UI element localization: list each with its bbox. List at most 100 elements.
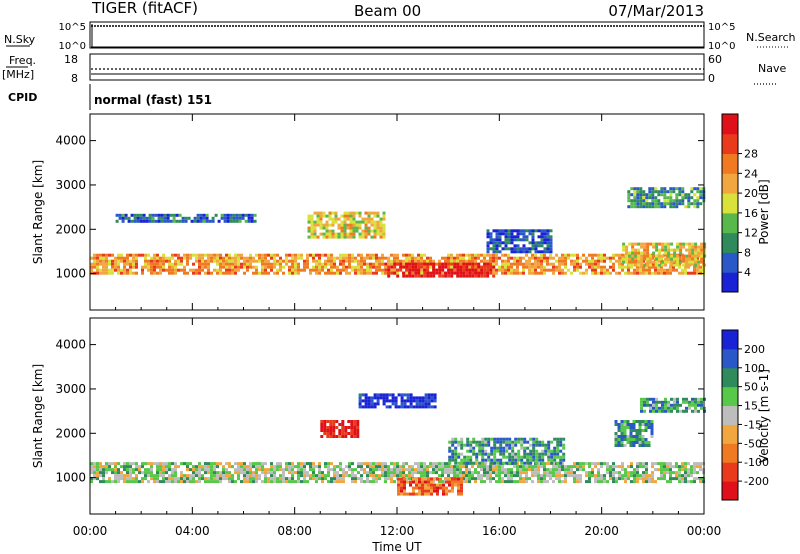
heatmap-cell	[396, 462, 399, 466]
heatmap-cell	[546, 259, 549, 263]
heatmap-cell	[519, 259, 522, 263]
heatmap-cell	[237, 259, 240, 263]
heatmap-cell	[376, 223, 380, 227]
heatmap-cell	[168, 477, 171, 481]
heatmap-cell	[627, 193, 631, 197]
heatmap-cell	[240, 262, 243, 266]
heatmap-cell	[198, 271, 201, 275]
heatmap-cell	[468, 468, 471, 472]
heatmap-cell	[486, 229, 490, 233]
heatmap-cell	[540, 465, 543, 469]
heatmap-cell	[504, 259, 507, 263]
heatmap-cell	[288, 468, 291, 472]
heatmap-cell	[537, 256, 540, 260]
heatmap-cell	[696, 196, 700, 200]
heatmap-cell	[114, 268, 117, 272]
heatmap-cell	[261, 465, 264, 469]
heatmap-cell	[636, 268, 639, 272]
heatmap-cell	[525, 465, 528, 469]
heatmap-cell	[273, 262, 276, 266]
heatmap-cell	[492, 247, 496, 251]
heatmap-cell	[148, 216, 152, 220]
heatmap-cell	[447, 259, 450, 263]
heatmap-cell	[303, 262, 306, 266]
colorbar-tick-label: 50	[744, 381, 758, 394]
heatmap-cell	[672, 205, 676, 209]
heatmap-cell	[632, 423, 636, 426]
heatmap-cell	[495, 247, 499, 251]
heatmap-cell	[585, 271, 588, 275]
heatmap-cell	[216, 253, 219, 257]
heatmap-cell	[348, 253, 351, 257]
heatmap-cell	[450, 274, 454, 278]
heatmap-cell	[636, 468, 639, 472]
heatmap-cell	[195, 480, 198, 484]
heatmap-cell	[562, 458, 566, 462]
heatmap-cell	[620, 423, 624, 426]
heatmap-cell	[516, 256, 519, 260]
heatmap-cell	[693, 202, 697, 206]
heatmap-cell	[640, 260, 644, 264]
heatmap-cell	[535, 443, 539, 447]
heatmap-cell	[699, 465, 702, 469]
heatmap-cell	[612, 465, 615, 469]
heatmap-cell	[646, 251, 650, 255]
heatmap-cell	[676, 245, 680, 249]
heatmap-cell	[444, 256, 447, 260]
heatmap-cell	[558, 262, 561, 266]
heatmap-cell	[412, 399, 416, 403]
heatmap-cell	[222, 468, 225, 472]
heatmap-cell	[144, 477, 147, 481]
heatmap-cell	[541, 449, 545, 453]
heatmap-cell	[496, 461, 500, 465]
heatmap-cell	[567, 468, 570, 472]
heatmap-cell	[384, 265, 387, 269]
heatmap-cell	[666, 199, 670, 203]
heatmap-cell	[222, 271, 225, 275]
heatmap-cell	[309, 271, 312, 275]
heatmap-cell	[360, 268, 363, 272]
heatmap-cell	[126, 271, 129, 275]
heatmap-cell	[102, 480, 105, 484]
heatmap-cell	[585, 474, 588, 478]
heatmap-cell	[546, 232, 550, 236]
heatmap-cell	[165, 477, 168, 481]
heatmap-cell	[612, 262, 615, 266]
heatmap-cell	[558, 480, 561, 484]
heatmap-cell	[120, 256, 123, 260]
heatmap-cell	[421, 402, 425, 406]
heatmap-cell	[661, 260, 665, 264]
heatmap-cell	[675, 193, 679, 197]
heatmap-cell	[687, 265, 690, 269]
heatmap-cell	[436, 492, 439, 496]
heatmap-cell	[427, 399, 431, 403]
heatmap-cell	[478, 449, 482, 453]
heatmap-cell	[670, 248, 674, 252]
heatmap-cell	[489, 468, 492, 472]
colorbar-segment	[722, 212, 738, 234]
heatmap-cell	[576, 462, 579, 466]
heatmap-cell	[423, 271, 427, 275]
heatmap-cell	[526, 440, 530, 444]
heatmap-cell	[372, 253, 375, 257]
heatmap-cell	[460, 437, 464, 441]
heatmap-cell	[307, 220, 311, 224]
heatmap-cell	[168, 256, 171, 260]
heatmap-cell	[498, 471, 501, 475]
heatmap-cell	[504, 268, 507, 272]
heatmap-cell	[492, 238, 496, 242]
heatmap-cell	[667, 242, 671, 246]
heatmap-cell	[189, 474, 192, 478]
heatmap-cell	[444, 468, 447, 472]
heatmap-cell	[430, 480, 433, 484]
heatmap-cell	[406, 396, 410, 400]
heatmap-cell	[426, 465, 429, 469]
heatmap-cell	[400, 492, 403, 496]
heatmap-cell	[615, 477, 618, 481]
heatmap-cell	[291, 471, 294, 475]
heatmap-cell	[297, 253, 300, 257]
heatmap-cell	[688, 251, 692, 255]
heatmap-cell	[540, 244, 544, 248]
heatmap-cell	[540, 259, 543, 263]
